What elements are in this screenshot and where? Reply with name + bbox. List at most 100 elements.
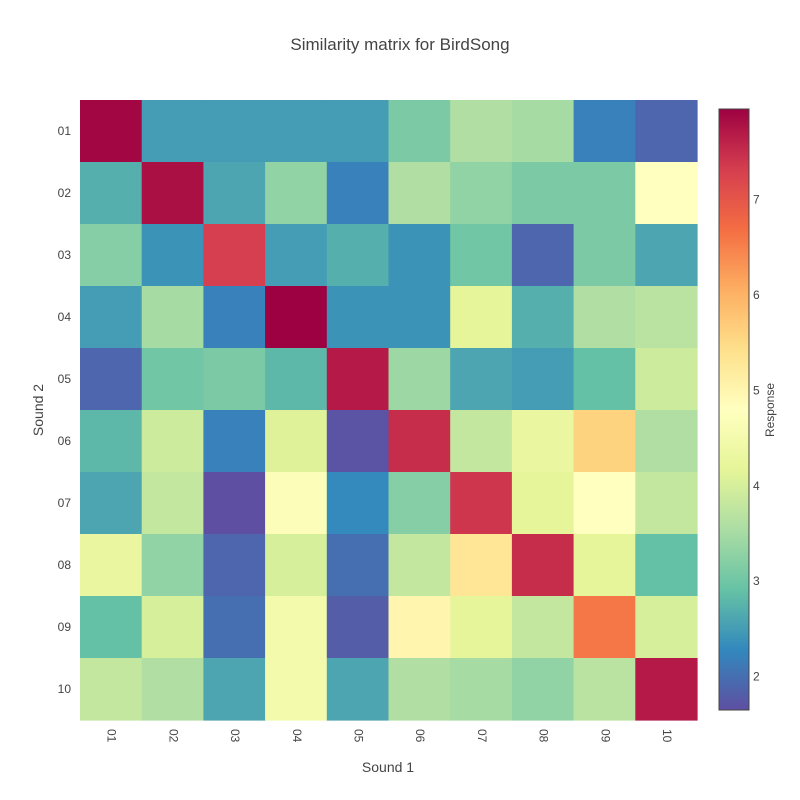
heatmap-cell <box>80 162 143 225</box>
x-tick-label: 03 <box>228 729 242 743</box>
heatmap-cell <box>141 348 204 411</box>
heatmap-cell <box>635 100 698 163</box>
heatmap-cell <box>203 472 266 535</box>
y-tick-label: 06 <box>58 434 72 448</box>
heatmap-cell <box>80 100 143 163</box>
x-tick-label: 06 <box>413 729 427 743</box>
heatmap-cell <box>80 410 143 473</box>
heatmap-cell <box>388 286 451 349</box>
heatmap-cell <box>573 658 636 721</box>
x-tick-label: 10 <box>660 729 674 743</box>
heatmap-cell <box>635 224 698 287</box>
heatmap-cell <box>511 534 575 597</box>
heatmap-cell <box>203 596 266 659</box>
heatmap-cell <box>450 410 513 473</box>
heatmap-cell <box>265 162 328 225</box>
heatmap-cell <box>141 658 204 721</box>
heatmap-cell <box>635 348 698 411</box>
heatmap-cell <box>573 472 636 535</box>
heatmap-cell <box>141 100 204 163</box>
colorbar: 2 3 4 5 6 7 Response <box>718 108 777 711</box>
heatmap-cell <box>450 286 513 349</box>
heatmap-cell <box>635 534 698 597</box>
heatmap-cell <box>450 224 513 287</box>
heatmap-cell <box>635 658 698 721</box>
heatmap-cell <box>450 596 513 659</box>
heatmap-cell <box>573 410 636 473</box>
y-tick-label: 01 <box>58 124 72 138</box>
heatmap-cell <box>203 348 266 411</box>
y-axis-ticks: 01 02 03 04 05 06 07 08 09 10 <box>58 124 72 696</box>
colorbar-title: Response <box>763 383 777 437</box>
y-tick-label: 02 <box>58 186 72 200</box>
colorbar-tick-label: 7 <box>753 193 760 207</box>
heatmap-cell <box>265 534 328 597</box>
heatmap-cell <box>388 162 451 225</box>
y-tick-label: 03 <box>58 248 72 262</box>
heatmap-cell <box>80 286 143 349</box>
colorbar-tick-label: 3 <box>753 574 760 588</box>
heatmap-cell <box>511 224 575 287</box>
x-tick-label: 07 <box>475 729 489 743</box>
heatmap-cell <box>203 162 266 225</box>
heatmap-cell <box>265 224 328 287</box>
heatmap-cell <box>388 100 451 163</box>
heatmap-cell <box>450 658 513 721</box>
heatmap-cell <box>141 286 204 349</box>
heatmap-cell <box>511 410 575 473</box>
chart-title: Similarity matrix for BirdSong <box>290 35 509 54</box>
heatmap-cell <box>141 472 204 535</box>
heatmap-cell <box>450 534 513 597</box>
colorbar-tick-label: 5 <box>753 383 760 397</box>
heatmap-cell <box>80 224 143 287</box>
heatmap-cell <box>635 410 698 473</box>
heatmap-cell <box>203 100 266 163</box>
heatmap-cell <box>326 100 390 163</box>
heatmap-cell <box>573 100 636 163</box>
heatmap-cell <box>141 224 204 287</box>
y-tick-label: 10 <box>58 682 72 696</box>
heatmap-cell <box>511 162 575 225</box>
colorbar-gradient <box>718 108 750 711</box>
heatmap-cell <box>388 596 451 659</box>
heatmap-cell <box>450 162 513 225</box>
y-tick-label: 05 <box>58 372 72 386</box>
heatmap-cell <box>635 162 698 225</box>
heatmap-cell <box>388 472 451 535</box>
heatmap-cell <box>573 162 636 225</box>
colorbar-tick-label: 2 <box>753 670 760 684</box>
heatmap-cell <box>388 224 451 287</box>
heatmap-cell <box>326 534 390 597</box>
heatmap-cell <box>450 100 513 163</box>
heatmap-cell <box>388 348 451 411</box>
heatmap-cell <box>388 658 451 721</box>
heatmap-cell <box>326 596 390 659</box>
heatmap-cell <box>265 472 328 535</box>
heatmap-cell <box>388 534 451 597</box>
heatmap-cell <box>573 224 636 287</box>
heatmap-cell <box>203 224 266 287</box>
heatmap-cell <box>80 472 143 535</box>
heatmap-cell <box>450 348 513 411</box>
heatmap-cell <box>511 596 575 659</box>
heatmap-cell <box>203 410 266 473</box>
y-tick-label: 08 <box>58 558 72 572</box>
heatmap-cell <box>326 224 390 287</box>
heatmap-cell <box>326 658 390 721</box>
heatmap-cells <box>80 100 698 721</box>
heatmap-cell <box>203 534 266 597</box>
heatmap-cell <box>265 596 328 659</box>
x-tick-label: 04 <box>290 729 304 743</box>
y-tick-label: 09 <box>58 620 72 634</box>
heatmap-cell <box>326 410 390 473</box>
x-axis-ticks: 01 02 03 04 05 06 07 08 09 10 <box>105 729 674 743</box>
heatmap-cell <box>265 658 328 721</box>
heatmap-cell <box>80 658 143 721</box>
heatmap-cell <box>635 286 698 349</box>
heatmap-cell <box>203 658 266 721</box>
heatmap-cell <box>635 596 698 659</box>
heatmap-cell <box>450 472 513 535</box>
heatmap-cell <box>203 286 266 349</box>
heatmap-cell <box>80 596 143 659</box>
